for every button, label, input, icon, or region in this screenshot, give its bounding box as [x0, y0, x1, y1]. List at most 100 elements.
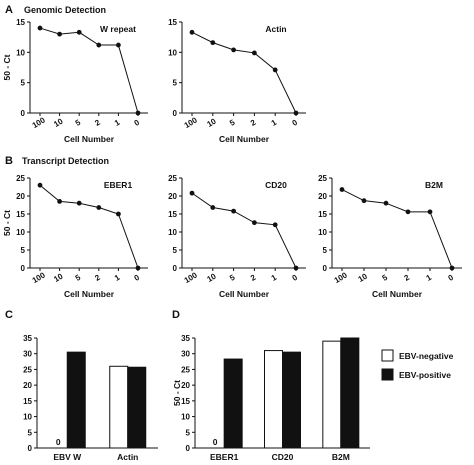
chart-6-zero-label-ebv-w: 0 — [56, 437, 61, 447]
chart-5-data-point — [449, 265, 455, 271]
chart-4-data-point — [252, 220, 257, 226]
chart-1-series-line — [39, 27, 139, 114]
panel-letter-a: A — [5, 4, 13, 16]
chart-2-x-tick-label: 0 — [291, 118, 300, 128]
chart-7-y-tick-label: 0 — [186, 444, 191, 453]
chart-7-bar-ebv-positive-b2m — [340, 337, 360, 449]
chart-1-x-tick-label: 100 — [31, 115, 48, 130]
chart-5-plot-label-b2m: B2M — [425, 180, 443, 190]
chart-7-y-tick-label: 5 — [186, 428, 191, 437]
chart-5-y-tick-label: 25 — [318, 174, 327, 183]
chart-4-y-tick-label: 5 — [173, 246, 178, 255]
section-title-genomic: Genomic Detection — [24, 5, 106, 15]
chart-2-x-tick-label: 1 — [270, 118, 279, 128]
chart-1-y-axis-title: 50 - Ct — [2, 54, 12, 80]
chart-2-y-tick-label: 5 — [173, 79, 178, 88]
chart-5-data-point — [361, 198, 367, 204]
chart-3-x-tick-label: 0 — [133, 273, 142, 283]
chart-2-y-tick-label: 15 — [168, 18, 177, 27]
chart-1-data-point — [135, 110, 141, 116]
chart-6-x-category-label-ebv-w: EBV W — [53, 452, 82, 462]
chart-2-series-line — [191, 31, 297, 114]
chart-7-bar-ebv-negative-b2m — [322, 340, 342, 449]
chart-3-x-tick-label: 100 — [31, 270, 48, 285]
chart-2-data-point — [293, 110, 299, 116]
chart-3-y-axis-title: 50 - Ct — [2, 210, 12, 236]
chart-4-series-line — [191, 192, 297, 269]
chart-6-y-tick-label: 0 — [28, 444, 33, 453]
chart-4-y-tick-label: 20 — [168, 192, 177, 201]
chart-2-plot-label-actin: Actin — [265, 24, 286, 34]
panel-letter-d: D — [172, 309, 180, 321]
chart-7-y-tick-label: 15 — [181, 397, 190, 406]
chart-5-x-tick-label: 10 — [357, 271, 370, 284]
chart-1-x-tick-label: 0 — [133, 118, 142, 128]
chart-4-y-tick-label: 15 — [168, 210, 177, 219]
chart-5-x-tick-label: 0 — [447, 273, 456, 283]
chart-4-plot-label-cd20: CD20 — [265, 180, 287, 190]
chart-3-x-axis-title: Cell Number — [64, 289, 115, 299]
chart-1-y-tick-label: 15 — [16, 18, 25, 27]
chart-5-x-tick-label: 100 — [333, 270, 350, 285]
chart-5-data-point — [405, 209, 411, 215]
chart-3-y-tick-label: 5 — [21, 246, 26, 255]
chart-6-bar-ebv-positive-actin — [127, 366, 147, 449]
chart-3-x-tick-label: 5 — [74, 273, 83, 283]
chart-2-x-tick-label: 100 — [183, 115, 200, 130]
chart-4-y-tick-label: 25 — [168, 174, 177, 183]
chart-1-y-tick-label: 5 — [21, 79, 26, 88]
chart-7-bar-ebv-positive-cd20 — [282, 351, 301, 449]
chart-5-x-tick-label: 2 — [403, 273, 412, 283]
chart-1-data-point — [37, 25, 43, 31]
chart-4-x-axis-title: Cell Number — [219, 289, 270, 299]
chart-7-x-category-label-cd20: CD20 — [272, 452, 294, 462]
chart-4-y-tick-label: 0 — [173, 264, 178, 273]
chart-2-y-tick-label: 10 — [168, 48, 177, 57]
chart-6-x-category-label-actin: Actin — [117, 452, 138, 462]
chart-5-data-point — [383, 200, 389, 206]
chart-6-bar-chart: 0 5 10 15 20 25 30 35 0 EBV W Actin — [23, 334, 158, 462]
chart-4-y-tick-label: 10 — [168, 228, 177, 237]
chart-2-data-point — [210, 40, 216, 46]
chart-1-y-tick-label: 0 — [21, 109, 26, 118]
chart-7-x-category-label-b2m: B2M — [332, 452, 350, 462]
chart-5-x-tick-label: 5 — [381, 273, 390, 283]
chart-1-x-tick-label: 5 — [74, 118, 83, 128]
chart-3-y-tick-label: 15 — [16, 210, 25, 219]
chart-2-x-axis-title: Cell Number — [219, 134, 270, 144]
chart-4-data-point — [210, 205, 216, 210]
legend: EBV-negative EBV-positive — [381, 349, 454, 381]
chart-2-x-tick-label: 2 — [249, 118, 258, 128]
chart-3-data-point — [57, 199, 62, 204]
chart-3-data-point — [135, 265, 141, 271]
section-title-transcript: Transcript Detection — [22, 156, 109, 166]
chart-3-plot-label-eber1: EBER1 — [104, 180, 133, 190]
chart-6-y-tick-label: 5 — [28, 428, 33, 437]
chart-3-x-tick-label: 10 — [52, 271, 65, 284]
chart-5-series-line — [341, 189, 453, 269]
chart-7-bar-ebv-negative-cd20 — [264, 350, 283, 449]
chart-3-y-tick-label: 10 — [16, 228, 25, 237]
chart-7-y-axis-title: 50 - Ct — [172, 380, 182, 406]
chart-6-bar-ebv-positive-ebv-w — [66, 351, 86, 449]
chart-1-x-tick-label: 2 — [93, 118, 102, 128]
chart-1-y-tick-label: 10 — [16, 48, 25, 57]
chart-7-bar-ebv-positive-eber1 — [223, 358, 243, 449]
legend-swatch-ebv-positive — [381, 368, 394, 381]
chart-3-y-tick-label: 0 — [21, 264, 26, 273]
panel-letter-c: C — [5, 309, 13, 321]
chart-1-data-point — [76, 29, 82, 35]
chart-7-y-tick-label: 10 — [181, 413, 190, 422]
chart-6-y-tick-label: 15 — [23, 397, 32, 406]
chart-1-data-point — [57, 31, 62, 37]
chart-1-x-axis-title: Cell Number — [64, 134, 115, 144]
chart-1-plot-label-w-repeat: W repeat — [100, 24, 136, 34]
chart-2-data-point — [189, 29, 195, 35]
chart-4-x-tick-label: 1 — [270, 273, 279, 283]
chart-6-y-tick-label: 35 — [23, 334, 32, 343]
chart-4-x-tick-label: 100 — [183, 270, 200, 285]
